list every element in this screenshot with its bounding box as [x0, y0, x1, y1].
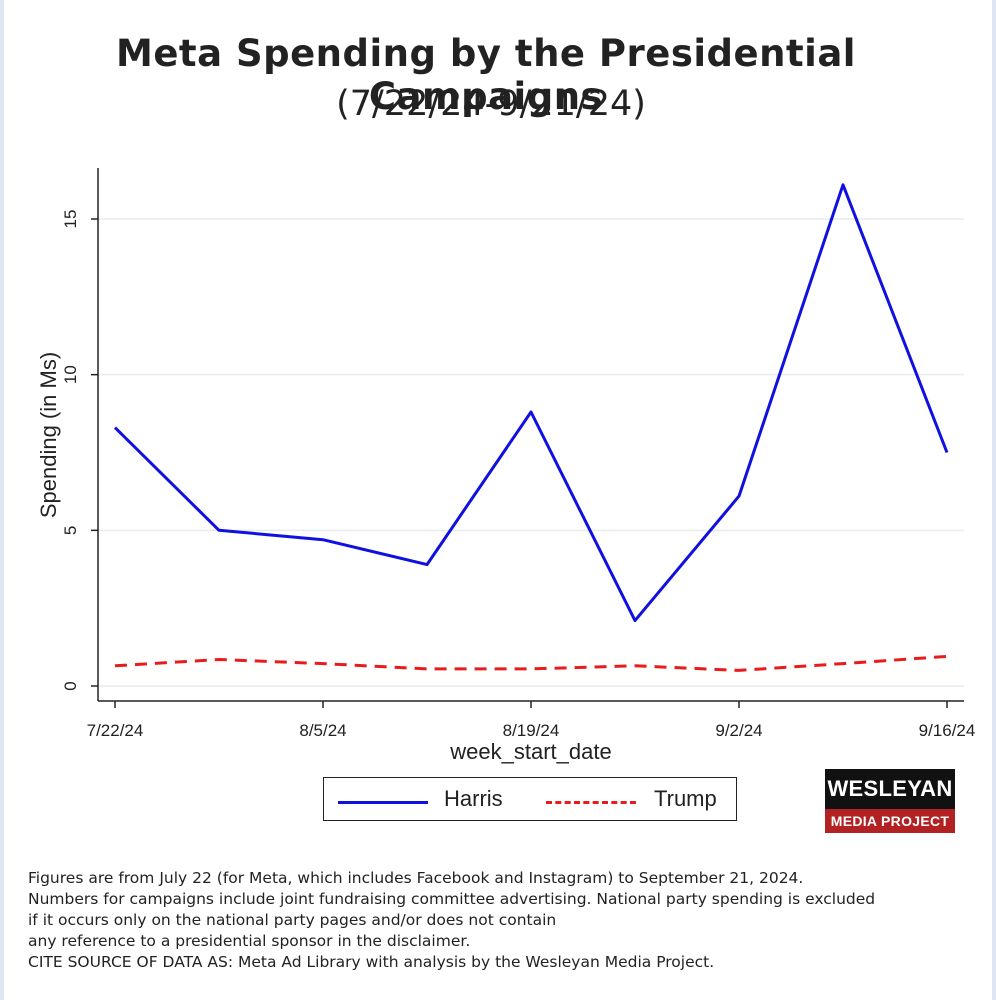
footnote-line: any reference to a presidential sponsor …	[28, 932, 471, 950]
legend-trump-swatch	[546, 801, 636, 804]
right-frame-border	[992, 0, 996, 1000]
x-tick-label: 7/22/24	[87, 721, 144, 740]
legend-harris-label: Harris	[444, 786, 503, 811]
left-frame-border	[0, 0, 4, 1000]
legend: Harris Trump	[323, 777, 737, 821]
footnote-line: if it occurs only on the national party …	[28, 911, 557, 929]
series-line-trump	[114, 654, 948, 672]
chart-subtitle: (7/22/24-9/21/24)	[336, 84, 646, 124]
footnote: Figures are from July 22 (for Meta, whic…	[28, 868, 958, 973]
y-tick-label: 0	[61, 681, 80, 690]
chart-title: Meta Spending by the Presidential Campai…	[116, 32, 856, 118]
y-tick-label: 15	[61, 210, 80, 229]
x-tick-label: 9/16/24	[919, 721, 976, 740]
y-axis-title: Spending (in Ms)	[36, 352, 61, 518]
legend-harris-swatch	[338, 801, 428, 804]
logo-wesleyan-text: WESLEYAN	[825, 769, 955, 809]
wesleyan-media-project-logo: WESLEYAN MEDIA PROJECT	[825, 769, 955, 833]
footnote-line: CITE SOURCE OF DATA AS: Meta Ad Library …	[28, 953, 715, 971]
footnote-line: Numbers for campaigns include joint fund…	[28, 890, 876, 908]
footnote-line: Figures are from July 22 (for Meta, whic…	[28, 869, 804, 887]
x-axis-title: week_start_date	[449, 739, 611, 764]
x-tick-label: 9/2/24	[715, 721, 762, 740]
y-tick-label: 5	[61, 526, 80, 535]
series-line-harris	[113, 183, 949, 623]
legend-trump-label: Trump	[654, 786, 717, 811]
y-tick-label: 10	[61, 365, 80, 384]
x-tick-label: 8/19/24	[503, 721, 560, 740]
logo-media-project-text: MEDIA PROJECT	[825, 809, 955, 833]
line-chart: 0 5 10 15 7/22/24 8/5/24 8/19/24 9/2/24 9/16/24 w…	[36, 168, 976, 764]
x-tick-label: 8/5/24	[299, 721, 346, 740]
